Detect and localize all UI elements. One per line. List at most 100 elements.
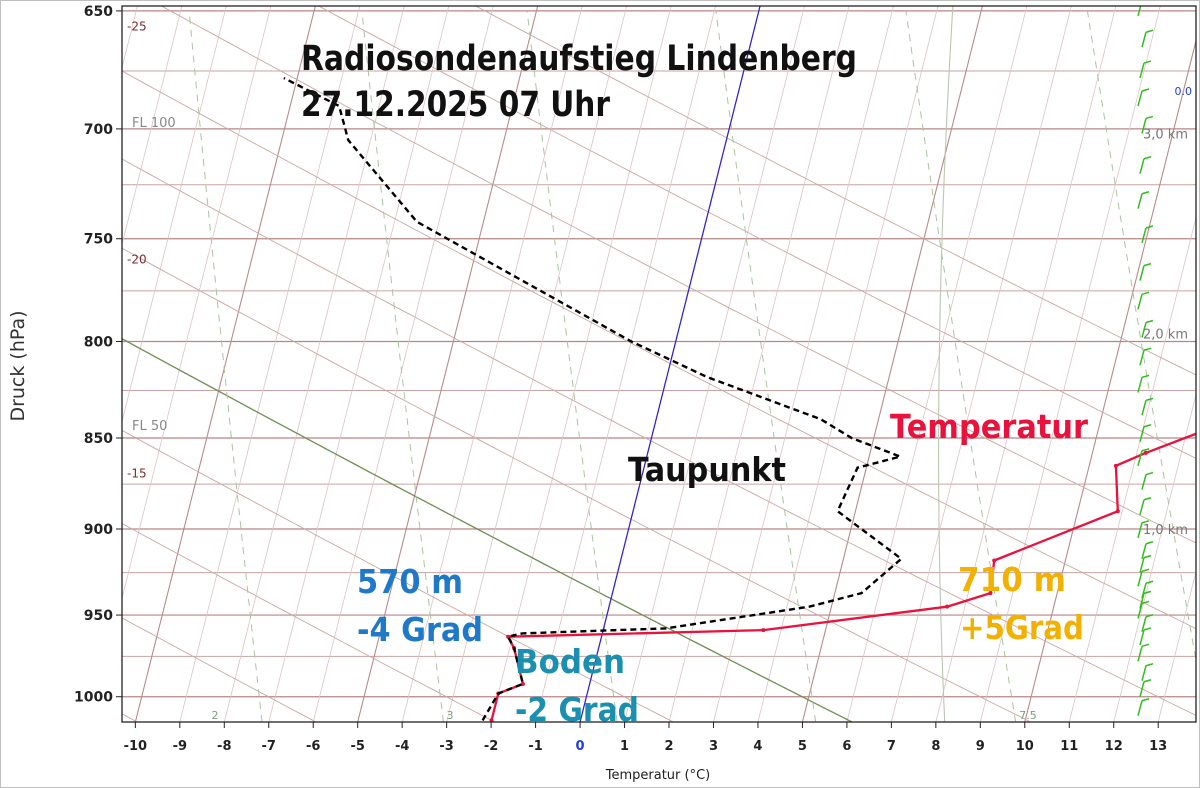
wind-barb-flag: [1145, 225, 1154, 229]
y-tick-label: 1000: [74, 690, 113, 706]
zero-isotherm-label: 0.0: [1175, 85, 1193, 98]
x-tick-label: -2: [484, 739, 498, 754]
wind-barb-flag: [1145, 115, 1154, 120]
x-tick-label: 5: [798, 739, 807, 754]
wind-barb: [1139, 627, 1152, 646]
wind-barb: [1137, 697, 1150, 716]
wind-barb-flag: [1142, 0, 1149, 1]
wind-barb: [1137, 0, 1149, 16]
wind-barb-flag: [1145, 319, 1154, 324]
wind-barb: [1141, 397, 1154, 416]
x-tick-label: 3: [709, 739, 718, 754]
wind-barb: [1139, 60, 1152, 79]
flight-level-label: FL 100: [132, 116, 176, 131]
y-tick-label: 650: [84, 4, 113, 20]
y-axis-label: Druck (hPa): [7, 310, 29, 421]
mixing-ratio-line: [715, 10, 817, 722]
wind-barb-staff: [1141, 474, 1147, 490]
isotherm-line: [312, 6, 494, 722]
x-tick-label: 11: [1060, 739, 1078, 754]
x-tick-label: 8: [931, 739, 940, 754]
wind-barb: [1139, 679, 1152, 697]
wind-barb-flag: [1143, 262, 1152, 267]
dewpoint-line: [283, 77, 905, 722]
wind-barb-staff: [1137, 193, 1143, 209]
wind-barb-staff: [1137, 522, 1143, 539]
wind-barb-flag: [1143, 60, 1152, 64]
isotherm-line: [122, 6, 183, 247]
x-tick-label: -5: [350, 739, 364, 754]
height-label: 2,0 km: [1143, 327, 1188, 342]
isotherm-line: [401, 6, 583, 722]
labels-layer: -10 -9 -8 -7 -6 -5 -4 -3 -2 -1 0 1 2 3 4 5 6 7 8 9 10 11 12 136…: [74, 4, 1192, 754]
y-tick-label: 850: [84, 431, 113, 447]
isotherm-line: [490, 6, 672, 722]
wind-barb-staff: [1141, 665, 1147, 681]
wind-barb-flag: [1141, 600, 1150, 605]
wind-barb-staff: [1137, 450, 1143, 467]
wind-barb-flag: [1141, 643, 1150, 648]
wind-barb: [1141, 115, 1154, 134]
x-tick-label: 0: [576, 739, 585, 754]
wind-barb: [1141, 663, 1154, 681]
annotation-height-570: 570 m: [357, 562, 463, 601]
temperature-point: [1143, 450, 1148, 455]
isotherm-line: [1068, 216, 1196, 722]
isotherm-line: [535, 6, 716, 722]
isotherm-line: [935, 6, 1117, 722]
wind-barb: [1139, 424, 1152, 442]
dry-adiabat: [475, 6, 1196, 376]
wind-barb-staff: [1139, 265, 1145, 281]
wind-barb-staff: [1141, 227, 1147, 244]
annotation-minus4-grad: -4 Grad: [357, 610, 483, 649]
isotherm-label: -25: [127, 20, 147, 34]
wind-barb-staff: [1137, 700, 1143, 716]
wind-barb: [1137, 448, 1150, 467]
x-tick-label: -7: [262, 739, 276, 754]
temperature-point: [1113, 463, 1118, 468]
height-label: 1,0 km: [1143, 523, 1188, 538]
isotherm-label: -15: [127, 467, 147, 481]
wind-barb: [1141, 580, 1154, 599]
wind-barb-flag: [1145, 397, 1154, 402]
dry-adiabat: [122, 70, 1196, 630]
isotherm-line: [1024, 38, 1196, 722]
wind-barb-staff: [1139, 349, 1145, 366]
wind-barb-flag: [1145, 614, 1154, 618]
wind-barb: [1141, 614, 1154, 632]
wind-barb: [1137, 88, 1150, 107]
y-tick-label: 800: [84, 334, 113, 350]
dry-adiabat: [318, 6, 1196, 459]
temperature-point: [520, 681, 525, 686]
dry-adiabat-highlight: [122, 337, 853, 722]
wind-barb-staff: [1139, 499, 1145, 515]
wind-barb-flag: [1145, 663, 1154, 667]
mixing-ratio-line: [188, 10, 263, 722]
isotherm-line: [890, 6, 1072, 722]
wind-barb-flag: [1143, 156, 1152, 160]
x-tick-label: -6: [306, 739, 320, 754]
dry-adiabat: [122, 247, 1031, 722]
isotherm-line: [122, 6, 272, 600]
x-tick-label: 12: [1105, 739, 1123, 754]
temperature-point: [761, 628, 766, 633]
wind-barb: [1139, 262, 1152, 281]
isotherm-line: [757, 6, 939, 722]
wind-barb-staff: [1141, 616, 1147, 632]
isotherm-line: [713, 6, 894, 722]
temperature-point: [945, 604, 950, 609]
annotation-boden: Boden: [515, 642, 625, 681]
wind-barb-staff: [1137, 646, 1143, 662]
wind-barb: [1141, 319, 1154, 338]
mixing-ratio-label: 3: [447, 709, 454, 722]
annotation-plus5-grad: +5Grad: [960, 608, 1084, 647]
wind-barb-staff: [1139, 629, 1145, 646]
dry-adiabat: [122, 429, 674, 722]
wind-barb-flag: [1143, 554, 1152, 559]
wind-barb-staff: [1137, 294, 1143, 310]
temperature-point: [992, 558, 997, 563]
x-tick-label: 1: [620, 739, 629, 754]
isotherm-line: [668, 6, 850, 722]
mixing-ratio-line: [526, 10, 618, 722]
